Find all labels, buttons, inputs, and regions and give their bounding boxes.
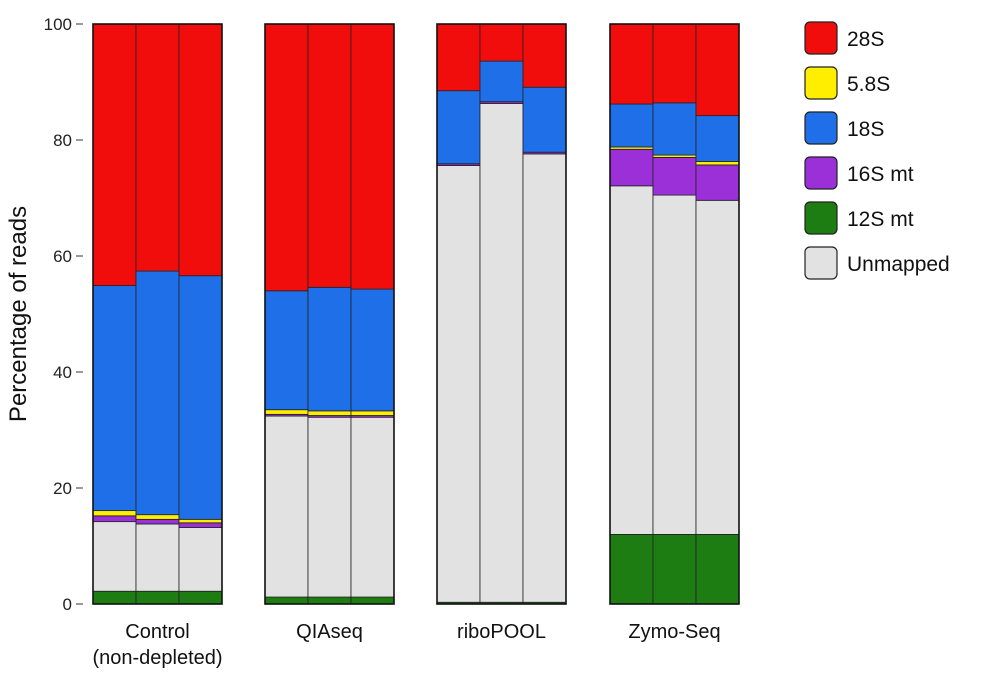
legend-label: 12S mt: [847, 208, 914, 231]
bars: [92, 23, 740, 605]
y-tick-label: 100: [44, 15, 72, 34]
legend-label: 28S: [847, 28, 884, 51]
bar-group-outline: [264, 23, 395, 605]
bar-segment-5-8s: [264, 409, 309, 415]
bar-segment-5-8s: [695, 161, 740, 166]
bar-segment-28s: [350, 23, 395, 290]
bar-segment-18s: [695, 115, 740, 162]
bar-segment-28s: [135, 23, 180, 272]
legend-swatch: [804, 201, 838, 235]
y-tick-label: 40: [53, 363, 72, 382]
legend-swatch: [804, 66, 838, 100]
x-group-label: Control: [125, 621, 189, 643]
bar-segment-18s: [479, 60, 524, 103]
bar-segment-28s: [479, 23, 524, 62]
bar-segment-12s-mt: [178, 590, 223, 605]
bar-segment-18s: [350, 288, 395, 412]
bar-segment-16s-mt: [652, 156, 697, 196]
bar-segment-28s: [178, 23, 223, 277]
bar-segment-18s: [522, 86, 567, 153]
bar-segment-unmapped: [522, 153, 567, 603]
bar-segment-12s-mt: [307, 596, 352, 605]
bar-segment-16s-mt: [135, 518, 180, 525]
bar-segment-unmapped: [178, 527, 223, 592]
bar-segment-unmapped: [264, 415, 309, 598]
y-tick-label: 60: [53, 247, 72, 266]
bar-segment-28s: [609, 23, 654, 105]
bar-segment-18s: [178, 275, 223, 520]
bar-segment-unmapped: [307, 416, 352, 598]
bar-segment-unmapped: [652, 194, 697, 535]
x-group-label: (non-depleted): [92, 647, 222, 669]
bar-segment-18s: [264, 290, 309, 411]
bar-segment-28s: [264, 23, 309, 292]
bar-segment-5-8s: [307, 410, 352, 416]
bar-segment-12s-mt: [135, 590, 180, 605]
legend: 28S 5.8S 18S 16S mt 12S mt Unmapped: [804, 21, 950, 280]
y-axis: 0 20 40 60 80 100: [44, 15, 83, 614]
bar-segment-12s-mt: [609, 534, 654, 605]
bar-segment-12s-mt: [350, 596, 395, 605]
bar-segment-18s: [92, 285, 137, 512]
bar-segment-unmapped: [695, 199, 740, 535]
legend-label: 16S mt: [847, 163, 914, 186]
y-tick-label: 0: [63, 595, 72, 614]
legend-swatch: [804, 21, 838, 55]
bar-segment-unmapped: [609, 185, 654, 535]
bar-segment-unmapped: [92, 521, 137, 592]
y-tick-label: 20: [53, 479, 72, 498]
legend-label: 18S: [847, 118, 884, 141]
bar-segment-16s-mt: [92, 515, 137, 523]
bar-segment-18s: [436, 90, 481, 165]
legend-swatch: [804, 111, 838, 145]
bar-segment-12s-mt: [695, 534, 740, 605]
bar-segment-12s-mt: [652, 534, 697, 605]
bar-segment-5-8s: [350, 410, 395, 416]
bar-segment-16s-mt: [695, 164, 740, 201]
x-group-label: Zymo-Seq: [628, 621, 720, 643]
bar-segment-unmapped: [135, 523, 180, 592]
bar-segment-18s: [609, 103, 654, 148]
bar-segment-12s-mt: [264, 596, 309, 605]
bar-segment-28s: [652, 23, 697, 104]
bar-segment-12s-mt: [92, 590, 137, 605]
bar-segment-18s: [307, 286, 352, 412]
bar-segment-18s: [135, 270, 180, 516]
bar-segment-28s: [695, 23, 740, 117]
bar-segment-28s: [522, 23, 567, 88]
y-axis-title: Percentage of reads: [5, 206, 32, 422]
legend-swatch: [804, 156, 838, 190]
x-group-label: riboPOOL: [457, 621, 546, 643]
bar-segment-unmapped: [350, 416, 395, 598]
bar-segment-5-8s: [178, 518, 223, 524]
bar-segment-5-8s: [92, 510, 137, 517]
legend-swatch: [804, 246, 838, 280]
bar-segment-16s-mt: [178, 522, 223, 528]
legend-label: 5.8S: [847, 73, 890, 96]
bar-segment-28s: [307, 23, 352, 288]
y-tick-label: 80: [53, 131, 72, 150]
bar-group-outline: [436, 23, 567, 605]
bar-segment-unmapped: [479, 103, 524, 603]
bar-segment-16s-mt: [609, 148, 654, 187]
bar-segment-5-8s: [135, 514, 180, 520]
x-axis-group-labels: Control (non-depleted) QIAseq riboPOOL Zymo-…: [92, 621, 720, 669]
bar-group-outline: [609, 23, 740, 605]
bar-segment-unmapped: [436, 165, 481, 603]
bar-segment-28s: [92, 23, 137, 286]
bar-group-outline: [92, 23, 223, 605]
bar-segment-28s: [436, 23, 481, 92]
x-group-label: QIAseq: [296, 621, 363, 643]
legend-label: Unmapped: [847, 253, 950, 276]
bar-segment-18s: [652, 102, 697, 156]
